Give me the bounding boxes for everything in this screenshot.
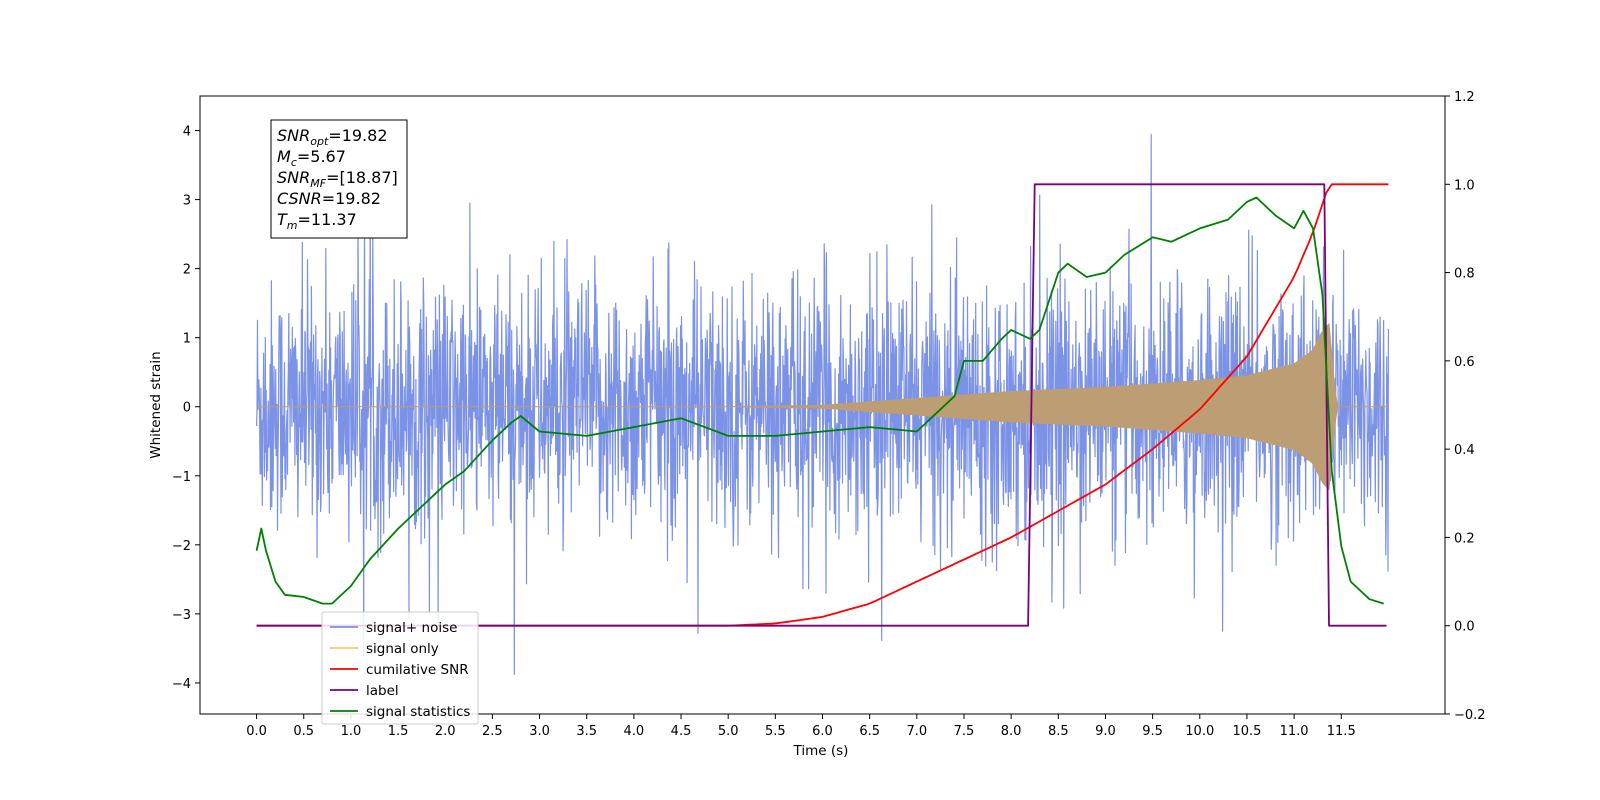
x-tick-label: 9.5 <box>1142 724 1163 739</box>
legend-label: signal+ noise <box>366 620 457 636</box>
y-tick-label: 2 <box>183 263 191 278</box>
y-tick-label: 1 <box>183 332 191 347</box>
y-axis-left: −4 −3 −2 −1 0 1 2 3 4 <box>172 125 200 692</box>
x-tick-label: 6.5 <box>859 724 880 739</box>
annotation-line: SNRopt=19.82 <box>277 126 388 148</box>
x-tick-label: 2.0 <box>435 724 456 739</box>
annotation-line: SNRMF=[18.87] <box>277 168 398 190</box>
annotation-frame <box>270 119 408 239</box>
x-tick-label: 2.5 <box>482 724 503 739</box>
annotation-line: CSNR=19.82 <box>277 189 381 208</box>
x-axis-label: Time (s) <box>793 743 849 759</box>
y-axis-label: Whitened strain <box>148 351 164 458</box>
y-axis-right: −0.2 0.0 0.2 0.4 0.6 0.8 1.0 1.2 <box>1445 90 1486 723</box>
signal-statisticsline <box>255 196 1384 605</box>
x-tick-label: 4.5 <box>671 724 692 739</box>
y-tick-label: 3 <box>183 194 191 209</box>
y2-tick-label: 0.8 <box>1454 267 1475 282</box>
y-tick-label: 4 <box>183 125 191 140</box>
annotation-line: Mc=5.67 <box>277 147 346 169</box>
y-tick-label: 0 <box>183 401 191 416</box>
x-tick-label: 0.5 <box>293 724 314 739</box>
x-tick-label: 3.0 <box>529 724 550 739</box>
signal-only-series <box>256 322 1389 491</box>
x-tick-label: 10.0 <box>1185 724 1214 739</box>
x-axis: 0.0 0.5 1.0 1.5 2.0 2.5 3.0 3.5 4.0 4.5 5.0 5.5 6.0 6… <box>246 714 1356 739</box>
y2-tick-label: −0.2 <box>1454 708 1486 723</box>
signal-only-band <box>256 322 1389 491</box>
x-tick-label: 0.0 <box>246 724 267 739</box>
annotation-box: SNRopt=19.82Mc=5.67SNRMF=[18.87]CSNR=19.… <box>270 119 408 239</box>
x-tick-label: 8.0 <box>1001 724 1022 739</box>
x-tick-label: 3.5 <box>576 724 597 739</box>
x-tick-label: 7.0 <box>906 724 927 739</box>
x-tick-label: 4.0 <box>624 724 645 739</box>
y-tick-label: −4 <box>172 677 191 692</box>
y-tick-label: −1 <box>172 470 191 485</box>
x-tick-label: 1.0 <box>341 724 362 739</box>
x-tick-label: 11.5 <box>1327 724 1356 739</box>
annotation-line: Tm=11.37 <box>277 210 357 232</box>
x-tick-label: 6.0 <box>812 724 833 739</box>
y2-tick-label: 0.0 <box>1454 620 1475 635</box>
x-tick-label: 5.0 <box>718 724 739 739</box>
legend-label: label <box>366 683 399 699</box>
legend: signal+ noise signal only cumilative SNR la… <box>321 611 479 725</box>
x-tick-label: 11.0 <box>1280 724 1309 739</box>
y2-tick-label: 0.4 <box>1454 443 1475 458</box>
x-tick-label: 8.5 <box>1048 724 1069 739</box>
y-tick-label: −3 <box>172 608 191 623</box>
x-tick-label: 7.5 <box>954 724 975 739</box>
x-tick-label: 5.5 <box>765 724 786 739</box>
legend-label: signal only <box>366 641 439 657</box>
legend-frame <box>321 611 479 725</box>
legend-label: cumilative SNR <box>366 662 469 678</box>
labelline <box>256 183 1387 627</box>
y2-tick-label: 0.2 <box>1454 531 1475 546</box>
y2-tick-label: 1.0 <box>1454 178 1475 193</box>
y2-tick-label: 0.6 <box>1454 355 1475 370</box>
y-tick-label: −2 <box>172 539 191 554</box>
x-tick-label: 9.0 <box>1095 724 1116 739</box>
x-tick-label: 10.5 <box>1232 724 1261 739</box>
y2-tick-label: 1.2 <box>1454 90 1475 105</box>
x-tick-label: 1.5 <box>388 724 409 739</box>
legend-label: signal statistics <box>366 704 470 720</box>
